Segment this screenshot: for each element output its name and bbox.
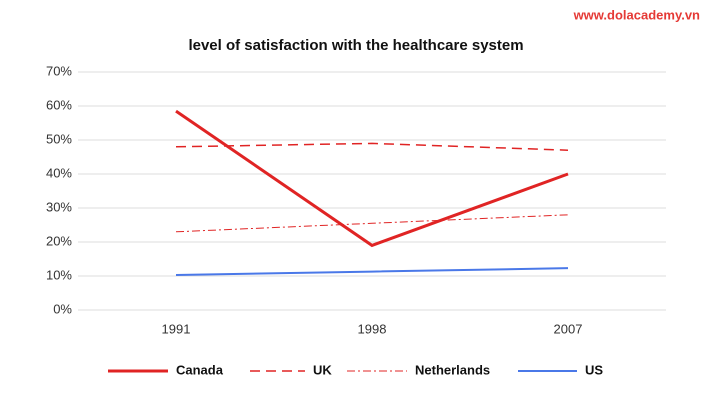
- legend-label: UK: [313, 362, 332, 377]
- data-line: [175, 267, 569, 276]
- y-tick-label: 40%: [46, 165, 72, 180]
- data-line: [175, 109, 569, 248]
- y-tick-label: 50%: [46, 131, 72, 146]
- y-tick-label: 10%: [46, 267, 72, 282]
- legend-label: US: [585, 362, 603, 377]
- x-tick-label: 2007: [554, 321, 583, 336]
- x-tick-label: 1991: [162, 321, 191, 336]
- y-tick-label: 70%: [46, 63, 72, 78]
- data-line: [175, 142, 569, 151]
- x-tick-label: 1998: [358, 321, 387, 336]
- chart-title: level of satisfaction with the healthcar…: [188, 37, 523, 54]
- watermark: www.dolacademy.vn: [573, 7, 700, 22]
- y-tick-label: 0%: [53, 301, 72, 316]
- legend-label: Netherlands: [415, 362, 490, 377]
- y-tick-label: 30%: [46, 199, 72, 214]
- data-line: [175, 214, 569, 233]
- legend-label: Canada: [176, 362, 224, 377]
- y-tick-label: 20%: [46, 233, 72, 248]
- y-tick-label: 60%: [46, 97, 72, 112]
